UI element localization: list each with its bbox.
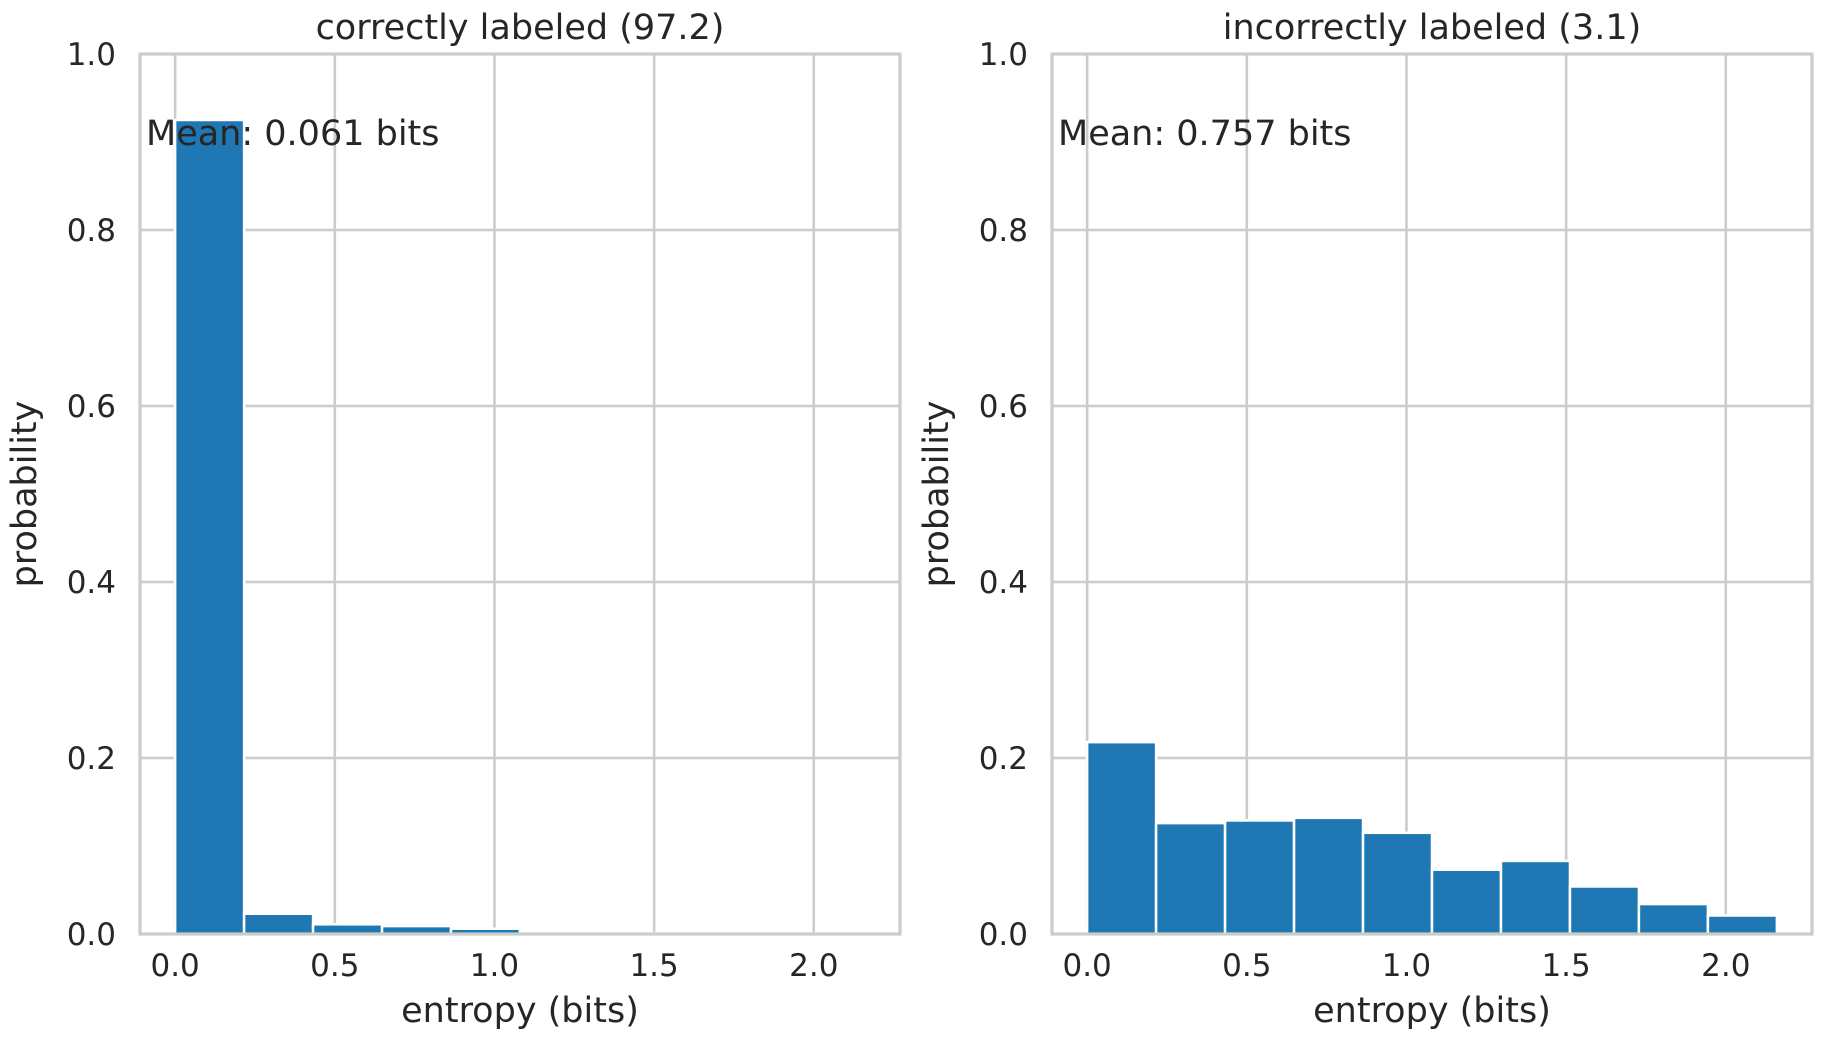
y-tick-label: 0.6: [979, 389, 1028, 425]
x-tick-label: 0.0: [150, 948, 199, 984]
histogram-bar: [173, 118, 246, 936]
x-tick-label: 1.5: [1541, 948, 1590, 984]
x-tick-label: 2.0: [789, 948, 838, 984]
histogram-bar: [1085, 740, 1158, 936]
x-tick-label: 2.0: [1701, 948, 1750, 984]
y-tick-label: 0.4: [979, 565, 1028, 601]
x-axis-label: entropy (bits): [401, 991, 639, 1031]
y-tick-label: 1.0: [979, 37, 1028, 73]
histogram-bar: [242, 912, 315, 936]
axes-frame: [1050, 52, 1814, 936]
x-tick-label: 1.0: [470, 948, 519, 984]
x-tick-label: 0.0: [1062, 948, 1111, 984]
histogram-bar: [1637, 902, 1710, 936]
histogram-bar: [1292, 816, 1365, 936]
mean-annotation: Mean: 0.061 bits: [146, 114, 440, 154]
histogram-bar: [1706, 914, 1779, 936]
y-tick-label: 0.0: [67, 917, 116, 953]
y-tick-label: 0.2: [979, 741, 1028, 777]
x-tick-label: 1.5: [629, 948, 678, 984]
y-tick-label: 1.0: [67, 37, 116, 73]
histogram-bar: [1154, 821, 1227, 936]
y-tick-label: 0.0: [979, 917, 1028, 953]
histogram-bar: [1430, 868, 1503, 936]
mean-annotation: Mean: 0.757 bits: [1058, 114, 1352, 154]
y-tick-label: 0.8: [979, 213, 1028, 249]
axes-frame: [138, 52, 902, 936]
y-tick-label: 0.4: [67, 565, 116, 601]
x-tick-label: 1.0: [1382, 948, 1431, 984]
y-tick-label: 0.8: [67, 213, 116, 249]
chart-title: correctly labeled (97.2): [316, 8, 725, 48]
y-tick-label: 0.2: [67, 741, 116, 777]
panel-incorrectly-labeled: 0.0 0.5 1.0 1.5 2.0 0.0 0.2 0.4 0.6 0.8 1.0 incorr…: [917, 8, 1814, 1031]
histogram-bar: [1499, 859, 1572, 936]
y-axis-label: probability: [917, 401, 957, 588]
x-tick-label: 0.5: [1222, 948, 1271, 984]
histogram-bar: [1223, 819, 1296, 936]
x-axis-label: entropy (bits): [1313, 991, 1551, 1031]
panel-correctly-labeled: 0.0 0.5 1.0 1.5 2.0 0.0 0.2 0.4 0.6 0.8 1.0 correc…: [5, 8, 902, 1031]
histogram-bar: [1568, 885, 1641, 936]
y-axis-label: probability: [5, 401, 45, 588]
y-tick-label: 0.6: [67, 389, 116, 425]
chart-title: incorrectly labeled (3.1): [1223, 8, 1642, 48]
x-tick-label: 0.5: [310, 948, 359, 984]
histogram-bar: [1361, 831, 1434, 936]
